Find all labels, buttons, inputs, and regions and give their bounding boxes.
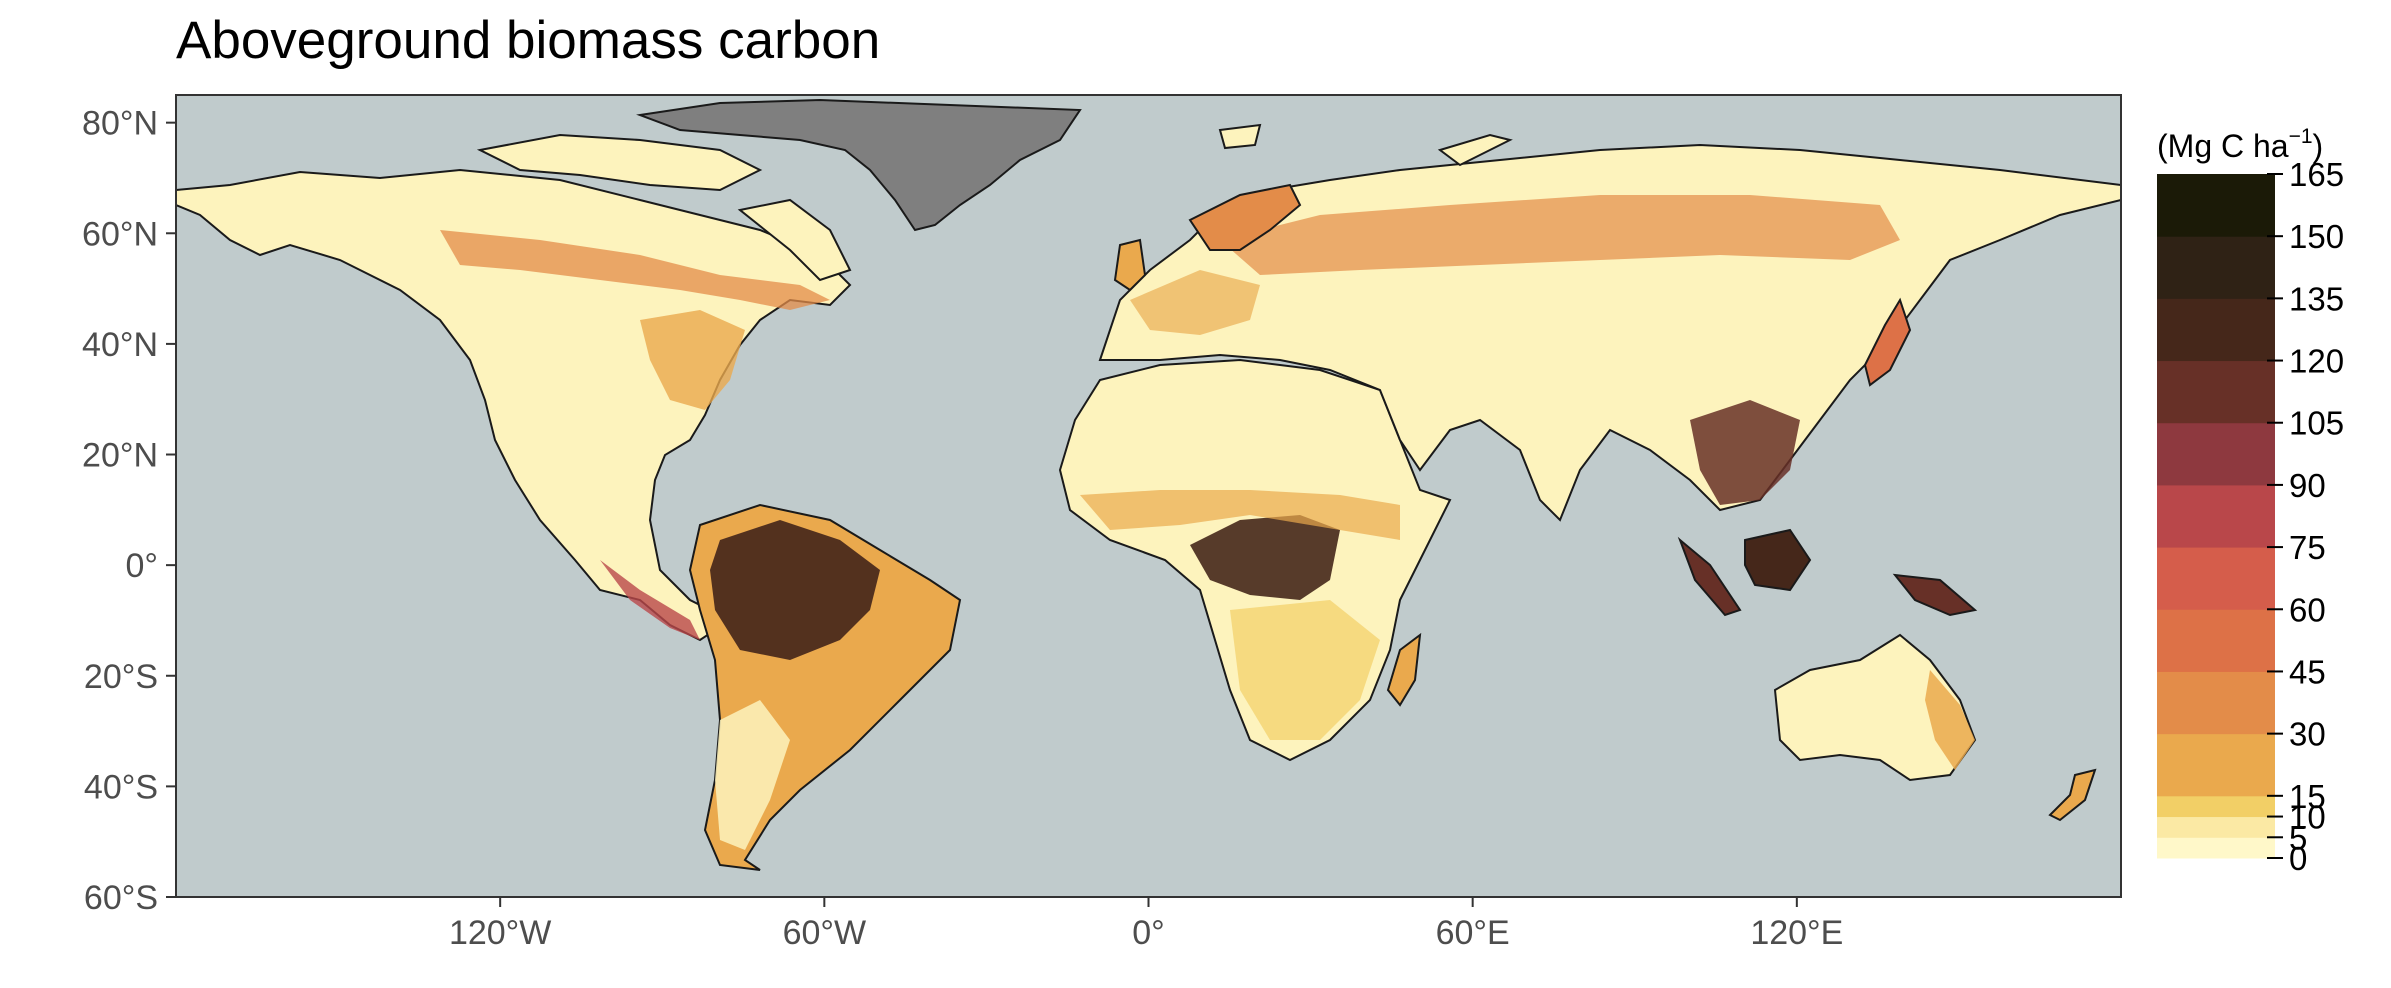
legend-label: 165: [2289, 156, 2344, 193]
land-north-america-forest: [440, 230, 830, 310]
land-novaya-zemlya: [1437, 133, 1513, 167]
land-sahel-savanna: [1080, 490, 1400, 540]
legend-label: 135: [2289, 280, 2344, 317]
legend-label: 30: [2289, 716, 2326, 753]
land-greenland: [636, 98, 1082, 232]
legend-color-bin: [2157, 837, 2275, 859]
legend-color-bin: [2157, 671, 2275, 735]
legend-color-bin: [2157, 733, 2275, 797]
legend-label: 105: [2289, 405, 2344, 442]
legend-color-bin: [2157, 174, 2275, 237]
land-patagonia: [715, 700, 790, 850]
lat-tick-label: 20°S: [84, 658, 158, 696]
legend-unit-superscript: −1: [2289, 125, 2313, 148]
legend-label: 5: [2289, 819, 2307, 856]
land-svalbard: [1218, 123, 1262, 150]
land-southeast-asia-forest: [1690, 400, 1800, 505]
legend-label: 15: [2289, 778, 2326, 815]
latitude-axis: 80°N 60°N 40°N 20°N 0° 20°S 40°S 60°S: [82, 105, 176, 917]
land-congo-forest: [1190, 515, 1340, 600]
legend-label: 150: [2289, 218, 2344, 255]
land-baffin-island: [737, 198, 852, 282]
land-central-america-forest: [600, 560, 700, 640]
lon-tick-label: 60°E: [1436, 914, 1510, 952]
land-boreal-forest: [1220, 195, 1900, 275]
land-layer: [176, 98, 2121, 871]
legend-color-bin: [2157, 422, 2275, 486]
land-british-isles: [1113, 238, 1147, 292]
legend-color-bin: [2157, 609, 2275, 672]
legend-label: 75: [2289, 529, 2326, 566]
land-east-us-forest: [640, 310, 745, 410]
land-arctic-islands: [476, 133, 763, 192]
legend-color-bin: [2157, 360, 2275, 424]
land-japan: [1863, 297, 1912, 387]
land-australia-east-coast: [1925, 670, 1975, 770]
land-new-guinea: [1892, 573, 1978, 617]
lon-tick-label: 0°: [1132, 914, 1165, 952]
legend-color-bin: [2157, 236, 2275, 299]
map-title: Aboveground biomass carbon: [176, 11, 881, 70]
legend-color-bin: [2157, 298, 2275, 362]
lat-tick-label: 60°N: [82, 215, 158, 253]
legend-unit-close: ): [2313, 128, 2324, 164]
lat-tick-label: 80°N: [82, 105, 158, 143]
lon-tick-label: 60°W: [783, 914, 867, 952]
land-borneo: [1744, 528, 1812, 592]
land-amazon-forest: [710, 520, 880, 660]
lat-tick-label: 20°N: [82, 437, 158, 475]
legend-color-bin: [2157, 484, 2275, 548]
lat-tick-label: 0°: [125, 547, 158, 585]
land-europe-forest: [1130, 270, 1260, 335]
legend-label: 10: [2289, 799, 2326, 836]
legend-label: 120: [2289, 343, 2344, 380]
longitude-axis: 120°W 60°W 0° 60°E 120°E: [449, 897, 1843, 952]
lat-tick-label: 40°S: [84, 768, 158, 806]
legend-color-bin: [2157, 816, 2275, 838]
legend-unit-text: (Mg C ha: [2157, 128, 2289, 164]
lon-tick-label: 120°W: [449, 914, 551, 952]
lat-tick-label: 60°S: [84, 879, 158, 917]
legend-label: 60: [2289, 591, 2326, 628]
legend-label: 0: [2289, 840, 2307, 877]
legend-label: 45: [2289, 653, 2326, 690]
land-madagascar: [1386, 632, 1422, 707]
land-scandinavia: [1188, 183, 1302, 251]
legend-color-bin: [2157, 547, 2275, 610]
legend-unit: (Mg C ha−1): [2157, 125, 2323, 164]
lon-tick-label: 120°E: [1750, 914, 1843, 952]
land-southern-africa: [1230, 600, 1380, 740]
legend-color-bin: [2157, 795, 2275, 818]
land-new-zealand: [2048, 768, 2097, 822]
land-sumatra: [1677, 536, 1742, 617]
lat-tick-label: 40°N: [82, 326, 158, 364]
legend-label: 90: [2289, 467, 2326, 504]
